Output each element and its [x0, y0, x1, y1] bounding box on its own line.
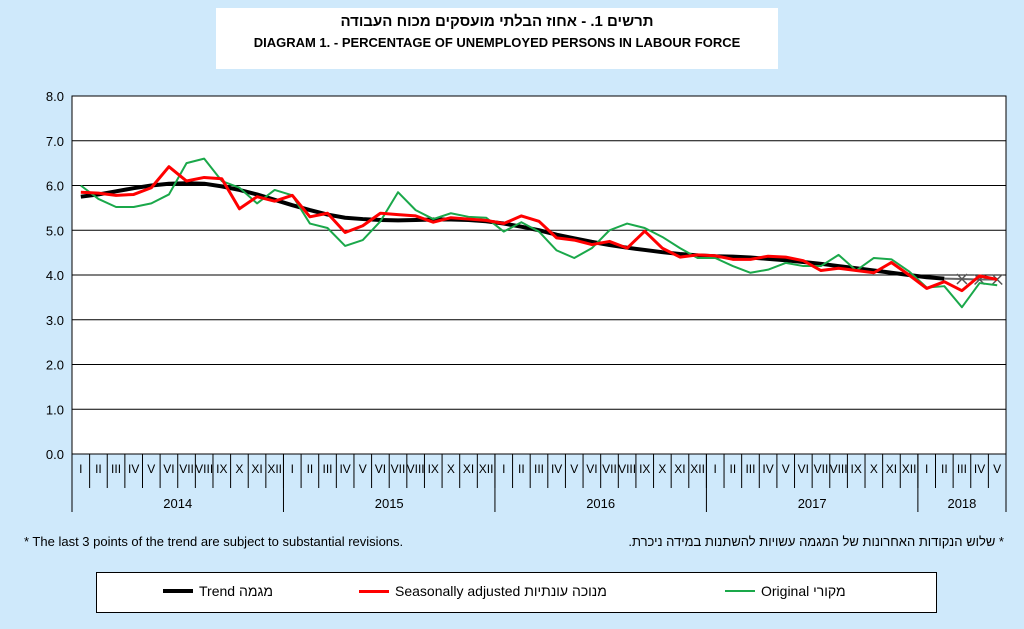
chart-title-hebrew: תרשים 1. - אחוז הבלתי מועסקים מכוח העבוד… — [340, 13, 654, 30]
month-label: I — [925, 462, 928, 476]
y-tick-label: 0.0 — [46, 447, 64, 462]
month-label: II — [307, 462, 314, 476]
legend-label-trend: Trend מגמה — [199, 583, 273, 599]
y-tick-label: 8.0 — [46, 89, 64, 104]
legend-label-original: Original מקורי — [761, 583, 846, 599]
month-label: VI — [586, 462, 597, 476]
month-label: X — [447, 462, 455, 476]
month-label: VIII — [407, 462, 425, 476]
month-label: II — [518, 462, 525, 476]
month-label: VI — [798, 462, 809, 476]
month-label: I — [291, 462, 294, 476]
legend-item-trend: Trend מגמה — [163, 583, 273, 599]
month-label: III — [111, 462, 121, 476]
month-label: XII — [479, 462, 494, 476]
month-label: III — [745, 462, 755, 476]
series-line-trend-provisional — [944, 277, 998, 281]
legend: Trend מגמה Seasonally adjusted מנוכה עונ… — [96, 572, 937, 613]
month-label: II — [95, 462, 102, 476]
y-tick-label: 1.0 — [46, 402, 64, 417]
month-label: VII — [814, 462, 829, 476]
month-label: VIII — [618, 462, 636, 476]
year-label: 2016 — [586, 496, 615, 511]
month-label: III — [957, 462, 967, 476]
year-label: 2017 — [798, 496, 827, 511]
month-label: III — [534, 462, 544, 476]
month-label: IX — [639, 462, 650, 476]
month-label: IX — [851, 462, 862, 476]
series-line-trend — [80, 181, 945, 281]
y-tick-label: 2.0 — [46, 358, 64, 373]
month-label: VIII — [830, 462, 848, 476]
month-label: XII — [267, 462, 282, 476]
month-label: I — [79, 462, 82, 476]
month-label: IX — [216, 462, 227, 476]
month-label: V — [147, 462, 155, 476]
x-axis: I II III IV V VI VII VIII IX X XI XII I II III IV V VI VII… — [71, 454, 1007, 512]
month-label: XII — [902, 462, 917, 476]
month-label: II — [941, 462, 948, 476]
month-label: V — [993, 462, 1001, 476]
chart-title-english: DIAGRAM 1. - PERCENTAGE OF UNEMPLOYED PE… — [253, 35, 741, 50]
month-label: XII — [690, 462, 705, 476]
month-label: I — [502, 462, 505, 476]
y-tick-label: 7.0 — [46, 134, 64, 149]
month-label: IV — [762, 462, 773, 476]
y-tick-label: 4.0 — [46, 268, 64, 283]
month-label: VII — [179, 462, 194, 476]
month-label: X — [870, 462, 878, 476]
month-label: V — [782, 462, 790, 476]
month-label: II — [730, 462, 737, 476]
plot-border — [71, 95, 1007, 455]
legend-label-seasonal: Seasonally adjusted מנוכה עונתיות — [395, 583, 607, 599]
trend-provisional-marker — [956, 273, 968, 285]
month-label: V — [359, 462, 367, 476]
y-tick-label: 3.0 — [46, 313, 64, 328]
gridlines — [71, 95, 1007, 455]
year-label: 2014 — [163, 496, 192, 511]
chart-title-box: תרשים 1. - אחוז הבלתי מועסקים מכוח העבוד… — [216, 8, 778, 69]
year-label: 2018 — [947, 496, 976, 511]
series-line-seasonally-adjusted — [80, 165, 998, 293]
legend-item-original: Original מקורי — [725, 583, 846, 599]
y-axis-ticks: 0.0 1.0 2.0 3.0 4.0 5.0 6.0 7.0 8.0 — [46, 89, 64, 462]
series-lines — [80, 157, 1003, 309]
trend-provisional-marker — [991, 273, 1003, 286]
note-english: * The last 3 points of the trend are sub… — [24, 534, 404, 549]
month-label: III — [323, 462, 333, 476]
month-label: X — [658, 462, 666, 476]
month-label: VI — [163, 462, 174, 476]
month-label: IV — [551, 462, 562, 476]
month-label: VII — [391, 462, 406, 476]
legend-swatch-seasonal — [359, 589, 389, 593]
year-label: 2015 — [375, 496, 404, 511]
month-label: XI — [251, 462, 262, 476]
month-label: V — [570, 462, 578, 476]
series-line-original — [80, 157, 998, 309]
month-label: XI — [674, 462, 685, 476]
legend-item-seasonal: Seasonally adjusted מנוכה עונתיות — [359, 583, 607, 599]
legend-swatch-original — [725, 590, 755, 592]
month-label: X — [235, 462, 243, 476]
y-tick-label: 6.0 — [46, 179, 64, 194]
month-label: IV — [128, 462, 139, 476]
month-label: VIII — [195, 462, 213, 476]
note-hebrew: * שלוש הנקודות האחרונות של המגמה עשויות … — [628, 534, 1004, 549]
month-label: XI — [463, 462, 474, 476]
month-label: IV — [974, 462, 985, 476]
y-tick-label: 5.0 — [46, 223, 64, 238]
legend-swatch-trend — [163, 589, 193, 593]
month-label: I — [714, 462, 717, 476]
month-label: IX — [428, 462, 439, 476]
month-label: VI — [375, 462, 386, 476]
month-label: VII — [602, 462, 617, 476]
month-label: IV — [339, 462, 350, 476]
month-label: XI — [886, 462, 897, 476]
